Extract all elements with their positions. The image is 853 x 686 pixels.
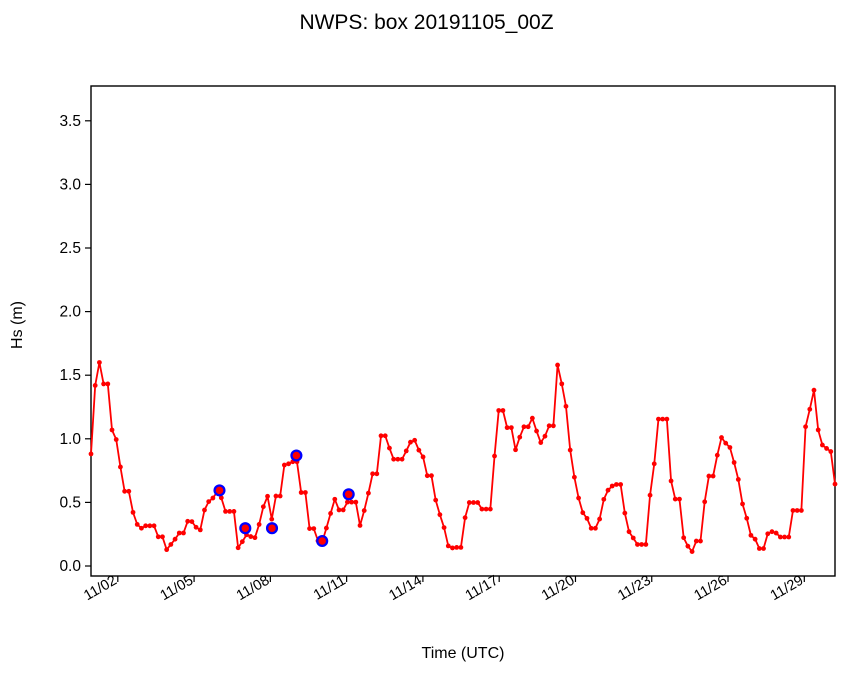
svg-text:11/17: 11/17 — [463, 573, 502, 604]
svg-text:11/05: 11/05 — [158, 573, 197, 604]
svg-text:11/08: 11/08 — [234, 573, 273, 604]
svg-text:0.0: 0.0 — [59, 558, 81, 575]
svg-text:1.5: 1.5 — [59, 367, 81, 384]
svg-text:0.5: 0.5 — [59, 494, 81, 511]
svg-text:11/20: 11/20 — [539, 573, 578, 604]
svg-text:1.0: 1.0 — [59, 431, 81, 448]
svg-text:11/29: 11/29 — [768, 573, 807, 604]
svg-text:11/23: 11/23 — [615, 573, 654, 604]
svg-text:11/26: 11/26 — [692, 573, 731, 604]
svg-text:3.5: 3.5 — [59, 113, 81, 130]
svg-text:11/14: 11/14 — [386, 573, 425, 604]
svg-text:NWPS: box 20191105_00Z: NWPS: box 20191105_00Z — [299, 11, 553, 34]
svg-text:2.0: 2.0 — [59, 304, 81, 321]
svg-text:2.5: 2.5 — [59, 240, 81, 257]
svg-text:Time (UTC): Time (UTC) — [422, 645, 505, 662]
svg-text:3.0: 3.0 — [59, 176, 81, 193]
svg-text:11/02: 11/02 — [81, 573, 120, 604]
svg-text:Hs (m): Hs (m) — [9, 301, 26, 349]
svg-text:11/11: 11/11 — [311, 573, 349, 604]
